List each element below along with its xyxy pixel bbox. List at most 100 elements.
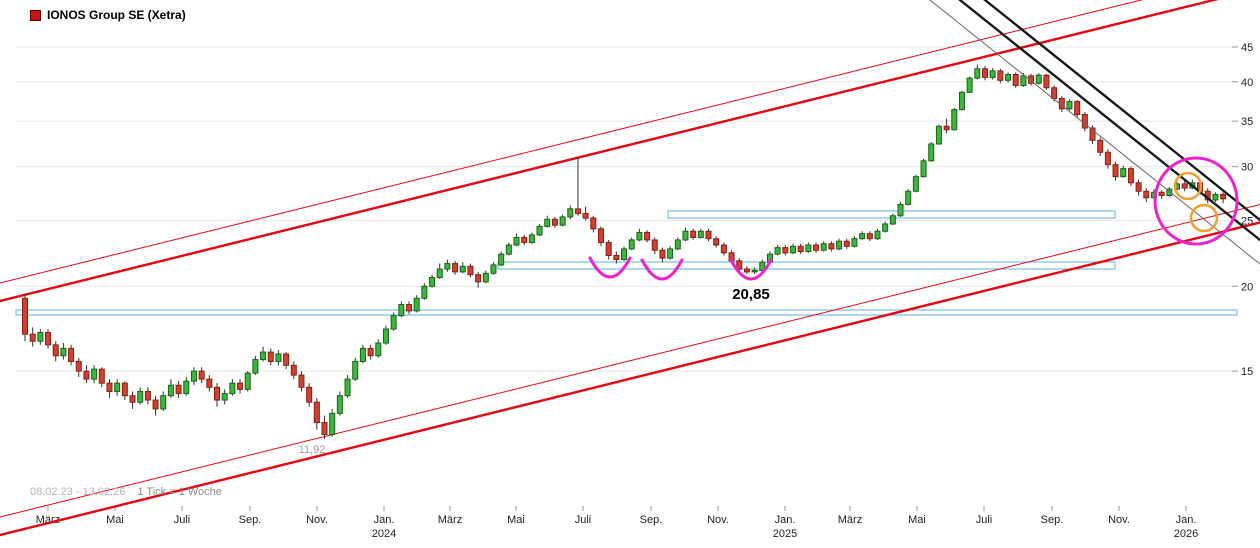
candle-body xyxy=(52,344,59,357)
candle-body xyxy=(306,386,313,403)
candle-body xyxy=(1081,114,1088,129)
candle-body xyxy=(943,125,950,131)
candle-body xyxy=(183,380,190,395)
candle-body xyxy=(759,261,766,271)
candle-body xyxy=(889,215,896,225)
candle-body xyxy=(636,231,643,241)
x-axis-year-label: 2025 xyxy=(773,528,797,540)
candle-body xyxy=(1020,75,1027,86)
candle-body xyxy=(190,370,197,382)
orange-circle-marker xyxy=(1173,171,1203,201)
support-price-label: 20,85 xyxy=(732,286,770,303)
x-axis-label: März xyxy=(438,514,462,526)
candle-body xyxy=(782,247,789,254)
candle-body xyxy=(551,218,558,226)
candle-body xyxy=(459,265,466,273)
candle-body xyxy=(390,315,397,330)
candle-body xyxy=(820,243,827,251)
candle-body xyxy=(91,368,98,380)
x-axis-label: März xyxy=(838,514,862,526)
x-axis-label: Mai xyxy=(106,514,124,526)
ascending-trendline xyxy=(0,204,1260,518)
candle-body xyxy=(252,359,259,374)
candle-body xyxy=(452,263,459,273)
tick-interval-label: 1 Tick = 1 Woche xyxy=(137,486,222,498)
candle-body xyxy=(982,68,988,78)
candle-body xyxy=(843,240,850,247)
chart-legend: IONOS Group SE (Xetra) xyxy=(30,8,186,22)
candle-body xyxy=(152,399,159,410)
candle-body xyxy=(966,77,973,93)
candle-body xyxy=(375,342,382,357)
candle-body xyxy=(713,238,720,246)
candle-body xyxy=(958,91,965,111)
candle-body xyxy=(1135,182,1142,192)
y-axis-label: 20 xyxy=(1241,281,1253,293)
x-axis-label: Juli xyxy=(575,514,592,526)
candle-body xyxy=(22,297,28,335)
candle-body xyxy=(1012,73,1019,86)
candle-body xyxy=(690,230,697,238)
descending-trendline xyxy=(983,0,1260,222)
candle-body xyxy=(406,304,412,312)
candle-body xyxy=(797,245,804,253)
candle-body xyxy=(1051,87,1058,99)
candle-body xyxy=(1166,188,1173,197)
candle-body xyxy=(367,347,374,357)
candle-body xyxy=(1112,164,1119,178)
ascending-trendline xyxy=(0,221,1260,537)
low-price-label: 11,92 xyxy=(299,444,326,456)
candle-body xyxy=(951,109,958,131)
candle-body xyxy=(574,208,581,214)
candle-body xyxy=(160,395,167,410)
candle-body xyxy=(743,268,750,273)
ascending-trendline xyxy=(0,0,1144,284)
candle-body xyxy=(590,217,597,230)
candle-body xyxy=(321,422,328,436)
y-axis-label: 15 xyxy=(1241,366,1253,378)
candle-body xyxy=(1120,168,1127,178)
candle-body xyxy=(167,384,174,397)
candle-body xyxy=(897,203,904,217)
x-axis-label: Jan. xyxy=(775,514,796,526)
x-axis-year-label: 2026 xyxy=(1174,528,1198,540)
candle-body xyxy=(866,233,873,240)
support-zone xyxy=(497,261,1116,270)
candle-body xyxy=(98,368,105,384)
candle-body xyxy=(874,230,881,240)
candle-body xyxy=(682,230,689,241)
bottom-arc-marker xyxy=(729,258,773,281)
x-axis-label: Sep. xyxy=(640,514,663,526)
candle-body xyxy=(736,260,743,270)
candle-body xyxy=(974,68,981,79)
candle-body xyxy=(1104,151,1111,166)
x-axis-year-label: 2024 xyxy=(372,528,396,540)
candle-body xyxy=(644,231,651,241)
candle-body xyxy=(68,347,75,362)
candle-body xyxy=(928,143,935,162)
candle-body xyxy=(605,241,612,256)
candle-body xyxy=(813,244,820,251)
candle-body xyxy=(697,230,704,238)
y-axis-label: 30 xyxy=(1241,162,1253,174)
candle-body xyxy=(528,234,535,243)
candle-body xyxy=(229,382,236,395)
candle-body xyxy=(774,247,781,255)
candle-body xyxy=(313,401,320,424)
descending-trendline xyxy=(929,0,1260,265)
date-range-label: 08.02.23 - 13.02.26 xyxy=(30,486,126,498)
candle-body xyxy=(206,378,213,388)
candle-body xyxy=(905,190,912,205)
candle-body xyxy=(137,390,144,403)
candle-body xyxy=(1127,168,1134,184)
candle-body xyxy=(45,331,52,346)
candle-body xyxy=(275,353,282,362)
candle-body xyxy=(413,297,420,312)
descending-trendline xyxy=(958,0,1260,242)
candle-body xyxy=(505,244,512,255)
candle-body xyxy=(521,236,528,243)
candle-body xyxy=(1028,75,1035,84)
candle-body xyxy=(790,245,796,254)
